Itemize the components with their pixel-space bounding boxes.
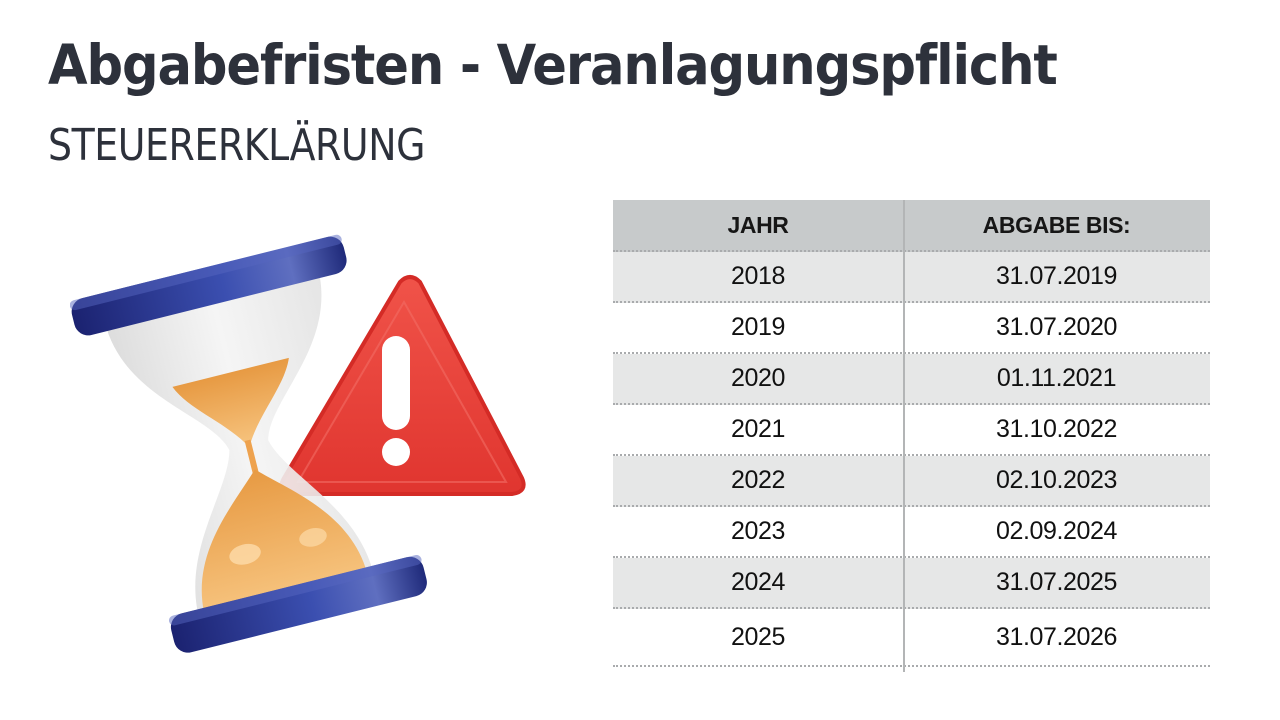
table-row: 2022 02.10.2023 xyxy=(613,456,1210,507)
year-cell: 2022 xyxy=(730,466,785,494)
year-cell: 2025 xyxy=(730,622,785,651)
column-header-year: JAHR xyxy=(727,211,789,238)
table-row: 2025 31.07.2026 xyxy=(613,609,1210,667)
deadline-cell: 31.07.2025 xyxy=(995,568,1118,596)
table-row: 2019 31.07.2020 xyxy=(613,303,1210,354)
deadline-cell: 01.11.2021 xyxy=(996,364,1117,392)
year-cell: 2021 xyxy=(730,415,785,443)
table-row: 2024 31.07.2025 xyxy=(613,558,1210,609)
deadline-cell: 31.07.2026 xyxy=(995,622,1118,651)
table-row: 2018 31.07.2019 xyxy=(613,252,1210,303)
year-cell: 2023 xyxy=(730,517,785,545)
table-header-row: JAHR ABGABE BIS: xyxy=(613,200,1210,252)
deadline-cell: 02.10.2023 xyxy=(995,466,1118,494)
column-divider xyxy=(903,200,905,672)
year-cell: 2018 xyxy=(730,262,785,290)
hourglass-warning-illustration xyxy=(69,220,540,660)
column-header-deadline: ABGABE BIS: xyxy=(982,211,1131,238)
year-cell: 2020 xyxy=(730,364,785,392)
deadline-cell: 31.07.2019 xyxy=(995,262,1118,290)
table-row: 2021 31.10.2022 xyxy=(613,405,1210,456)
year-cell: 2019 xyxy=(730,313,785,341)
deadline-cell: 31.07.2020 xyxy=(995,313,1118,341)
deadline-table: JAHR ABGABE BIS: 2018 31.07.2019 2019 31… xyxy=(613,200,1210,667)
warning-triangle-icon xyxy=(279,275,526,496)
deadline-cell: 31.10.2022 xyxy=(995,415,1118,443)
table-row: 2023 02.09.2024 xyxy=(613,507,1210,558)
year-cell: 2024 xyxy=(730,568,785,596)
table-row: 2020 01.11.2021 xyxy=(613,354,1210,405)
page-subtitle: STEUERERKLÄRUNG xyxy=(48,120,425,171)
page-title: Abgabefristen - Veranlagungspflicht xyxy=(48,33,1058,97)
hourglass-icon xyxy=(69,234,427,653)
deadline-cell: 02.09.2024 xyxy=(995,517,1118,545)
